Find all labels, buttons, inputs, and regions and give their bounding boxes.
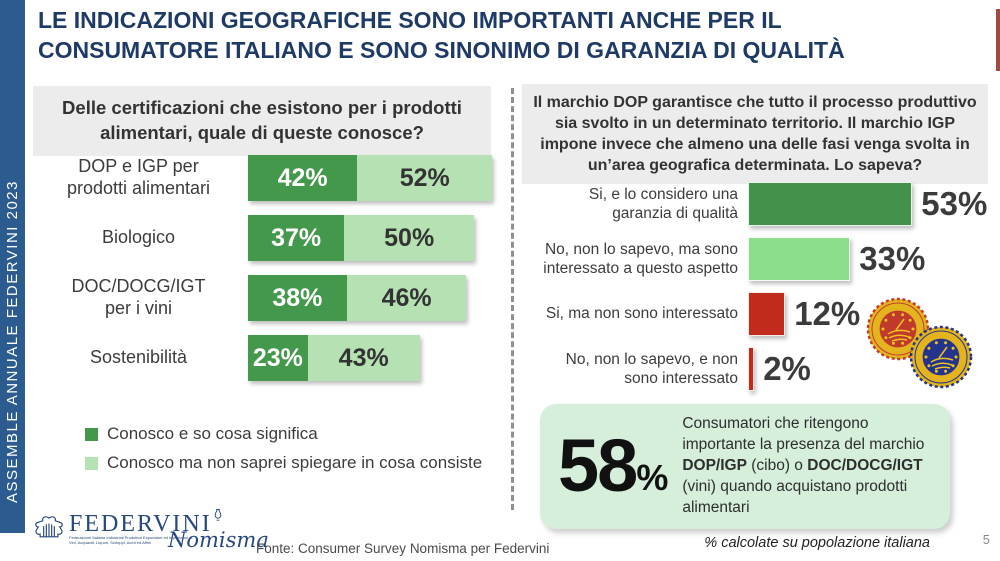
- bar: [748, 347, 755, 391]
- stacked-bar: 23% 43%: [248, 335, 420, 381]
- category-label: No, non lo sapevo, ma sono interessato a…: [543, 240, 738, 277]
- key-stat-number: 58: [558, 424, 638, 508]
- value-label: 42%: [277, 163, 328, 192]
- left-chart-question: Delle certificazioni che esistono per i …: [33, 86, 491, 156]
- bar: [748, 237, 851, 281]
- federvini-wordmark: FEDERVINI: [69, 511, 212, 537]
- value-label: 46%: [381, 283, 432, 312]
- federvini-eagle-icon: [33, 512, 65, 547]
- value-label: 12%: [794, 295, 861, 332]
- page-number: 5: [982, 532, 990, 547]
- bar-segment-vague: 46%: [346, 275, 467, 321]
- chart-row: Biologico 37% 50%: [33, 215, 503, 261]
- right-chart-question: Il marchio DOP garantisce che tutto il p…: [522, 84, 988, 185]
- title-accent-bar: [996, 9, 1000, 71]
- bar-segment-known: 38%: [248, 275, 347, 321]
- bar: [748, 182, 913, 226]
- value-label: 33%: [859, 240, 926, 277]
- value-label: 23%: [252, 343, 303, 372]
- category-label: Si, ma non sono interessato: [545, 305, 738, 323]
- panel-divider: [511, 88, 514, 510]
- page-title-line1: LE INDICAZIONI GEOGRAFICHE SONO IMPORTAN…: [38, 7, 782, 33]
- category-label: DOP e IGP per prodotti alimentari: [66, 156, 211, 198]
- key-stat-description: Consumatori che ritengono importante la …: [682, 415, 925, 516]
- nomisma-logo: Nomisma: [168, 508, 269, 552]
- bar-segment-known: 23%: [248, 335, 308, 381]
- certifications-chart: DOP e IGP per prodotti alimentari 42% 52…: [33, 155, 503, 395]
- value-label: 37%: [271, 223, 322, 252]
- federvini-subtitle: Federazione Italiana Industriali Produtt…: [69, 536, 193, 545]
- source-note: Fonte: Consumer Survey Nomisma per Feder…: [256, 541, 550, 556]
- chart-row: DOC/DOCG/IGT per i vini 38% 46%: [33, 275, 503, 321]
- category-label: Biologico: [101, 227, 176, 248]
- bar-segment-known: 37%: [248, 215, 345, 261]
- value-label: 53%: [921, 185, 988, 222]
- page-title-line2: CONSUMATORE ITALIANO E SONO SINONIMO DI …: [38, 36, 845, 63]
- bar: [748, 292, 786, 336]
- value-label: 2%: [763, 350, 811, 387]
- page-title: LE INDICAZIONI GEOGRAFICHE SONO IMPORTAN…: [38, 6, 983, 66]
- chart-row: No, non lo sapevo, ma sono interessato a…: [522, 237, 992, 281]
- dop-igp-awareness-chart: Si, e lo considero una garanzia di quali…: [522, 182, 992, 402]
- chart-legend: Conosco e so cosa significa Conosco ma n…: [85, 424, 482, 482]
- legend-item: Conosco ma non saprei spiegare in cosa c…: [85, 453, 482, 473]
- stacked-bar: 38% 46%: [248, 275, 467, 321]
- legend-swatch-dark-green: [85, 427, 98, 441]
- igp-seal-icon: [909, 325, 973, 394]
- footnote: % calcolate su popolazione italiana: [704, 535, 930, 551]
- legend-label: Conosco e so cosa significa: [107, 424, 318, 443]
- category-label: No, non lo sapevo, e non sono interessat…: [565, 350, 738, 387]
- legend-item: Conosco e so cosa significa: [85, 424, 482, 444]
- bar-segment-vague: 50%: [344, 215, 475, 261]
- key-stat-value: 58 %: [558, 424, 669, 508]
- key-stat-box: 58 % Consumatori che ritengono important…: [540, 404, 950, 529]
- chart-row: Si, ma non sono interessato 12%: [522, 292, 992, 336]
- stacked-bar: 37% 50%: [248, 215, 475, 261]
- chart-row: DOP e IGP per prodotti alimentari 42% 52…: [33, 155, 503, 201]
- category-label: Si, e lo considero una garanzia di quali…: [588, 185, 738, 222]
- value-label: 43%: [338, 343, 389, 372]
- category-label: DOC/DOCG/IGT per i vini: [71, 276, 206, 318]
- chart-row: Sostenibilità 23% 43%: [33, 335, 503, 381]
- key-stat-unit: %: [636, 456, 669, 498]
- federvini-logo: FEDERVINI Federazione Italiana Industria…: [33, 512, 212, 547]
- chart-row: No, non lo sapevo, e non sono interessat…: [522, 347, 992, 391]
- nomisma-vase-icon: [168, 508, 269, 528]
- bar-segment-known: 42%: [248, 155, 358, 201]
- value-label: 38%: [272, 283, 323, 312]
- category-label: Sostenibilità: [89, 347, 188, 368]
- value-label: 50%: [384, 223, 435, 252]
- bar-segment-vague: 43%: [307, 335, 420, 381]
- value-label: 52%: [399, 163, 450, 192]
- nomisma-wordmark: Nomisma: [168, 528, 269, 552]
- bar-segment-vague: 52%: [357, 155, 493, 201]
- sidebar-band: ASSEMBLE ANNUALE FEDERVINI 2023: [0, 0, 25, 533]
- legend-swatch-light-green: [85, 456, 98, 470]
- sidebar-vertical-label: ASSEMBLE ANNUALE FEDERVINI 2023: [4, 179, 21, 503]
- stacked-bar: 42% 52%: [248, 155, 493, 201]
- chart-row: Si, e lo considero una garanzia di quali…: [522, 182, 992, 226]
- legend-label: Conosco ma non saprei spiegare in cosa c…: [107, 453, 483, 472]
